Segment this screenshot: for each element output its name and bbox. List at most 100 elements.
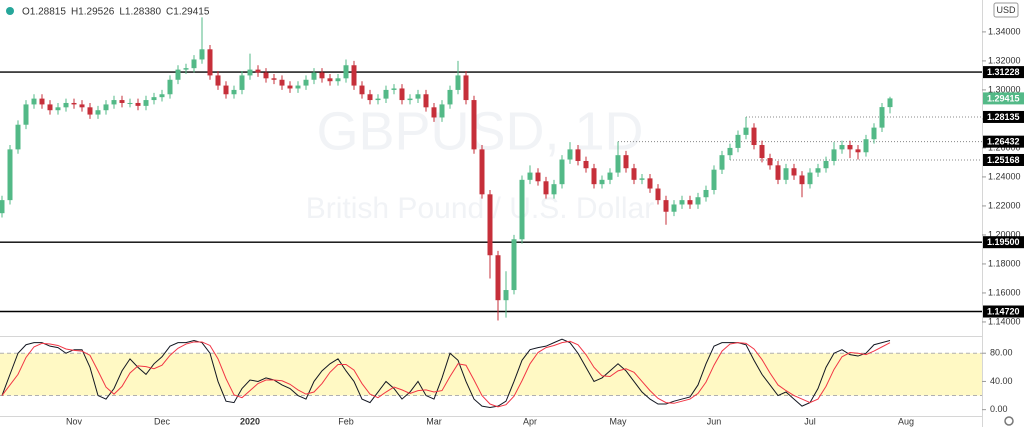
x-tick-label: Jun — [707, 416, 722, 426]
x-tick-label: Dec — [154, 416, 171, 426]
last-price-label: 1.29415 — [987, 93, 1020, 103]
candle-body — [687, 200, 693, 205]
candle-body — [343, 65, 349, 79]
candle-body — [839, 145, 845, 150]
candle-body — [519, 179, 525, 240]
candle-body — [159, 94, 165, 98]
candle-body — [607, 172, 613, 180]
candle-body — [799, 175, 805, 185]
dotted-level-label-box — [983, 153, 1024, 166]
candle-body — [887, 98, 893, 108]
candle-body — [879, 107, 885, 128]
candle-body — [23, 104, 29, 125]
candle-body — [87, 107, 93, 115]
y-tick-label: 1.22000 — [988, 200, 1021, 210]
settings-icon[interactable] — [1004, 416, 1014, 426]
x-tick-label: May — [609, 416, 627, 426]
plot: 1.14000 1.16000 1.18000 1.20000 1.22000 1.240… — [0, 17, 1024, 426]
candle-body — [543, 181, 549, 195]
candle-body — [599, 179, 605, 185]
level-label: 1.14720 — [987, 306, 1020, 316]
candle-body — [39, 98, 45, 105]
candle-body — [31, 98, 37, 105]
candle-body — [103, 104, 109, 111]
last-price-label-box — [983, 92, 1024, 105]
candle-body — [487, 194, 493, 256]
x-tick-label: Feb — [338, 416, 354, 426]
stoch-line — [1, 340, 891, 408]
currency-box[interactable] — [993, 2, 1019, 18]
x-tick-label: Aug — [898, 416, 914, 426]
candle-body — [119, 100, 125, 103]
candle-body — [695, 197, 701, 205]
candle-body — [767, 158, 773, 166]
stoch-y-tick-label: 80.00 — [990, 348, 1013, 358]
y-tick-label: 1.24000 — [988, 171, 1021, 181]
candle-body — [527, 172, 533, 180]
stoch-line — [1, 338, 891, 409]
dotted-level-label-box — [983, 135, 1024, 148]
candle-body — [623, 155, 629, 169]
candle-body — [439, 104, 445, 118]
candle-body — [391, 88, 397, 90]
candle-body — [95, 110, 101, 115]
candle-body — [591, 168, 597, 185]
candle-body — [823, 160, 829, 169]
candle-body — [15, 124, 21, 150]
y-tick-label: 1.18000 — [988, 258, 1021, 268]
x-tick-label: Mar — [426, 416, 442, 426]
candle-body — [471, 100, 477, 150]
candle-body — [303, 79, 309, 86]
candle-body — [175, 69, 181, 80]
candle-body — [855, 149, 861, 153]
candle-body — [639, 178, 645, 180]
ohlc-legend: O1.28815 H1.29526 L1.28380 C1.29415 — [22, 6, 210, 17]
candle-body — [231, 89, 237, 95]
candle-body — [7, 149, 13, 201]
candle-body — [111, 100, 117, 105]
candle-body — [63, 102, 69, 108]
dotted-level-label: 1.25168 — [987, 155, 1020, 165]
candle-body — [511, 239, 517, 291]
watermark-description: British Pound / U.S. Dollar — [306, 192, 654, 225]
candle-body — [375, 98, 381, 101]
candle-body — [143, 100, 149, 106]
candle-body — [447, 89, 453, 105]
candle-body — [167, 79, 173, 95]
candle-body — [831, 149, 837, 161]
candle-body — [247, 69, 253, 76]
stoch-y-tick-label: 40.00 — [990, 376, 1013, 386]
candle-body — [47, 104, 53, 111]
ohlc-value: 1.28815 — [30, 6, 67, 17]
dotted-level-label: 1.26432 — [987, 137, 1020, 147]
currency: USD — [996, 5, 1016, 15]
candle-body — [535, 172, 541, 182]
ohlc-value: 1.29415 — [173, 6, 210, 17]
candle-body — [735, 134, 741, 148]
candle-body — [503, 290, 509, 301]
candle-body — [151, 97, 157, 101]
candle-body — [383, 89, 389, 99]
x-tick-label: Nov — [66, 416, 83, 426]
status-icon[interactable] — [6, 7, 14, 15]
y-tick-label: 1.20000 — [988, 229, 1021, 239]
level-label-box — [983, 305, 1024, 318]
y-tick-label: 1.14000 — [988, 316, 1021, 326]
candle-body — [703, 189, 709, 198]
candle-body — [183, 68, 189, 70]
stoch-y-tick-label: 0.00 — [990, 404, 1008, 414]
candle-body — [359, 85, 365, 95]
candle-body — [791, 168, 797, 176]
candle-body — [127, 102, 133, 104]
candle-body — [759, 145, 765, 159]
candle-body — [495, 255, 501, 301]
candle-body — [287, 85, 293, 89]
candle-body — [351, 65, 357, 86]
level-label: 1.31228 — [987, 67, 1020, 77]
candle-body — [679, 200, 685, 205]
candle-body — [455, 75, 461, 90]
candle-body — [647, 178, 653, 189]
candle-body — [783, 168, 789, 180]
